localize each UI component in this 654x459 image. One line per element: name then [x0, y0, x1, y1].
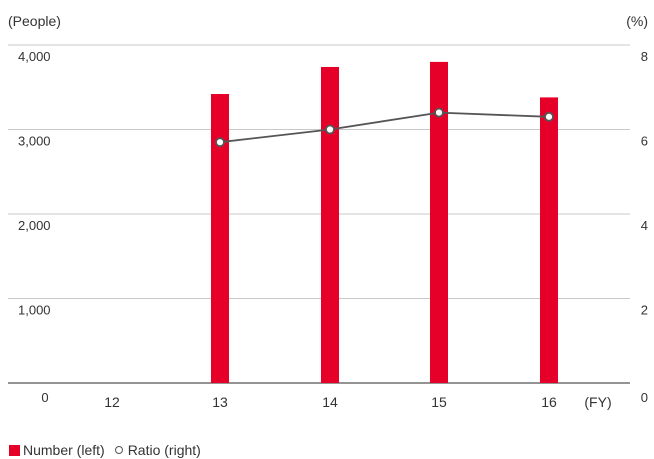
bars — [211, 61, 558, 384]
right-tick-label: 0 — [641, 390, 648, 405]
bar — [321, 66, 339, 383]
ratio-line-layer — [215, 107, 554, 148]
right-axis-unit: (%) — [626, 13, 648, 29]
right-tick-label: 2 — [641, 303, 648, 318]
right-tick-label: 6 — [641, 134, 648, 149]
bar — [430, 61, 448, 384]
left-tick-label: 1,000 — [18, 303, 51, 318]
legend-bar-swatch — [9, 444, 20, 456]
category-label: 13 — [212, 394, 228, 410]
ratio-point — [434, 107, 444, 118]
legend: Number (left) Ratio (right) — [9, 441, 201, 459]
ratio-point — [325, 124, 335, 135]
legend-bar-label: Number (left) — [23, 442, 105, 458]
left-axis-unit: (People) — [8, 13, 61, 29]
category-label: 16 — [541, 394, 557, 410]
category-label: 12 — [104, 394, 120, 410]
legend-ratio-swatch — [114, 446, 123, 454]
x-axis-unit: (FY) — [584, 394, 611, 410]
left-tick-label: 4,000 — [18, 49, 51, 64]
ratio-point — [544, 111, 554, 122]
right-tick-label: 8 — [641, 49, 648, 64]
bar — [540, 97, 558, 383]
left-tick-label: 3,000 — [18, 134, 51, 149]
grid-lines — [8, 44, 630, 384]
ratio-line — [219, 111, 550, 144]
category-label: 15 — [431, 394, 447, 410]
bar — [211, 94, 229, 383]
tick-labels: 0 0 1,000 2 2,000 4 3,000 6 4,000 8 12 13 14 15 16 — [18, 49, 648, 410]
left-tick-label: 0 — [41, 390, 48, 405]
right-tick-label: 4 — [641, 218, 648, 233]
category-label: 14 — [322, 394, 338, 410]
left-tick-label: 2,000 — [18, 218, 51, 233]
ratio-point — [215, 137, 225, 148]
legend-ratio-label: Ratio (right) — [127, 442, 201, 458]
